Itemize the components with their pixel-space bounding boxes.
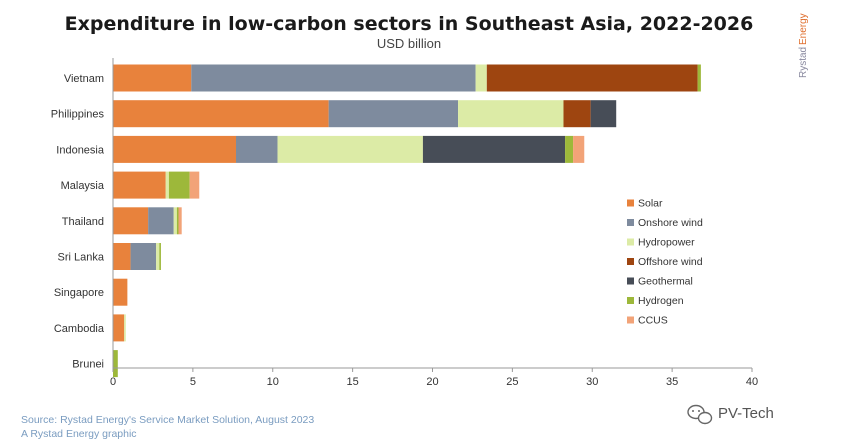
bar-thailand-onshore-wind	[148, 207, 174, 235]
bar-malaysia-hydrogen	[168, 171, 190, 199]
bar-malaysia-solar	[113, 171, 166, 199]
bar-cambodia-solar	[113, 314, 125, 342]
bar-indonesia-solar	[113, 135, 237, 163]
brand-name-part1: Rystad	[798, 47, 809, 78]
legend-swatch-geothermal	[627, 277, 634, 285]
bar-brunei-hydrogen	[113, 350, 118, 378]
x-tick-label-25: 25	[506, 376, 518, 388]
bar-indonesia-hydrogen	[565, 135, 574, 163]
legend-swatch-onshore-wind	[627, 219, 634, 226]
category-label-thailand: Thailand	[62, 216, 104, 228]
bar-cambodia-hydropower	[124, 314, 126, 342]
category-label-philippines: Philippines	[51, 109, 105, 121]
bar-indonesia-hydropower	[277, 135, 423, 163]
category-label-vietnam: Vietnam	[64, 73, 104, 85]
bar-thailand-hydrogen	[176, 207, 179, 235]
bar-malaysia-ccus	[189, 171, 200, 199]
bar-philippines-hydropower	[458, 100, 564, 128]
legend-label-onshore-wind: Onshore wind	[638, 217, 703, 229]
chart-title: Expenditure in low-carbon sectors in Sou…	[65, 13, 754, 35]
bar-sri-lanka-onshore-wind	[130, 243, 157, 270]
x-tick-label-15: 15	[347, 376, 359, 388]
bar-vietnam-solar	[113, 64, 192, 92]
category-label-singapore: Singapore	[54, 287, 104, 299]
bar-philippines-onshore-wind	[328, 100, 459, 128]
bar-philippines-geothermal	[590, 100, 617, 128]
bar-malaysia-hydropower	[165, 171, 169, 199]
category-label-sri-lanka: Sri Lanka	[58, 252, 105, 264]
category-label-malaysia: Malaysia	[61, 180, 105, 192]
bar-vietnam-onshore-wind	[191, 64, 476, 92]
category-label-brunei: Brunei	[72, 359, 104, 371]
bar-indonesia-geothermal	[422, 135, 566, 163]
x-tick-label-40: 40	[746, 376, 758, 388]
legend-label-solar: Solar	[638, 198, 663, 210]
x-tick-label-30: 30	[586, 376, 598, 388]
legend-label-geothermal: Geothermal	[638, 276, 693, 288]
bar-vietnam-offshore-wind	[486, 64, 698, 92]
legend: Solar Onshore wind Hydropower Offshore wind…	[627, 198, 703, 327]
brand-logo: Rystad Energy	[798, 13, 809, 78]
bar-thailand-solar	[113, 207, 149, 235]
watermark-text: PV-Tech	[718, 405, 774, 422]
category-label-indonesia: Indonesia	[56, 144, 105, 156]
bar-sri-lanka-solar	[113, 243, 131, 270]
legend-label-ccus: CCUS	[638, 315, 668, 327]
brand-name-part2: Energy	[798, 13, 809, 45]
bar-indonesia-onshore-wind	[236, 135, 278, 163]
source-note: Source: Rystad Energy's Service Market S…	[21, 414, 314, 426]
credit-note: A Rystad Energy graphic	[21, 428, 137, 440]
legend-swatch-hydropower	[627, 238, 634, 246]
bar-philippines-solar	[113, 100, 329, 128]
legend-swatch-ccus	[627, 316, 634, 324]
legend-swatch-solar	[627, 199, 634, 207]
x-tick-label-35: 35	[666, 376, 678, 388]
bar-thailand-hydropower	[173, 207, 177, 235]
bar-sri-lanka-hydrogen	[159, 243, 161, 270]
watermark: PV-Tech	[687, 404, 774, 425]
legend-swatch-offshore-wind	[627, 258, 634, 265]
bar-philippines-offshore-wind	[563, 100, 591, 128]
legend-label-offshore-wind: Offshore wind	[638, 256, 703, 268]
legend-label-hydrogen: Hydrogen	[638, 295, 684, 307]
x-tick-label-5: 5	[190, 376, 196, 388]
bar-vietnam-hydropower	[475, 64, 487, 92]
category-label-cambodia: Cambodia	[54, 323, 105, 335]
bar-thailand-ccus	[178, 207, 182, 235]
bar-indonesia-ccus	[573, 135, 585, 163]
wechat-icon	[687, 404, 713, 425]
bar-sri-lanka-hydropower	[156, 243, 160, 270]
legend-label-hydropower: Hydropower	[638, 237, 695, 249]
bar-vietnam-hydrogen	[697, 64, 701, 92]
bar-singapore-solar	[113, 278, 128, 306]
x-tick-label-0: 0	[110, 376, 116, 388]
x-tick-label-10: 10	[267, 376, 279, 388]
plot-area: Vietnam Philippines Indonesia Malaysia Thail…	[51, 58, 758, 388]
chart-subtitle: USD billion	[377, 36, 441, 51]
x-tick-label-20: 20	[426, 376, 438, 388]
legend-swatch-hydrogen	[627, 297, 634, 304]
